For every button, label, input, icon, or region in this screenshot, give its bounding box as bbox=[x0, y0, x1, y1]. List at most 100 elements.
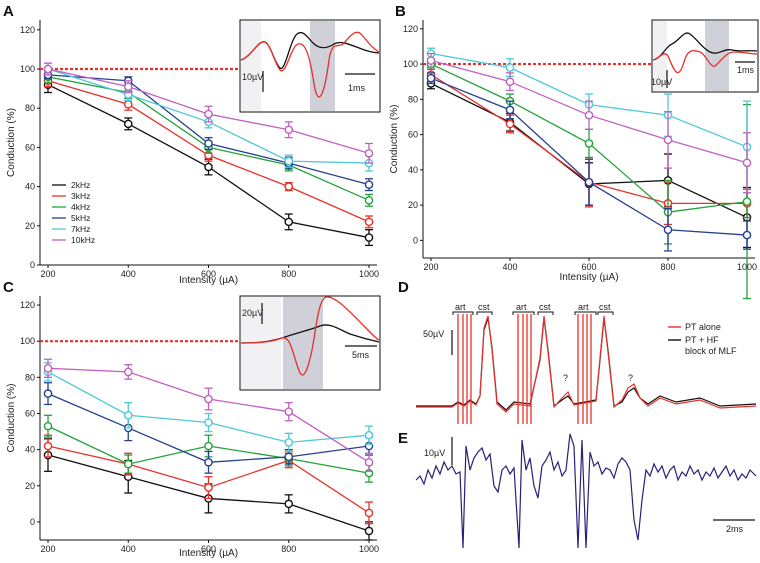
point-c-7khz-2 bbox=[204, 418, 213, 427]
y-tick-label-b-4: 80 bbox=[408, 94, 418, 104]
x-axis-title-b: Intensity (µA) bbox=[559, 272, 618, 283]
point-b-10khz-3 bbox=[663, 135, 673, 145]
x-tick-label-a-1: 400 bbox=[121, 269, 136, 279]
y-tick-label-a-6: 120 bbox=[20, 25, 35, 35]
point-c-2khz-4 bbox=[364, 526, 374, 536]
point-a-10khz-2 bbox=[204, 109, 213, 119]
inset-scale-t-label-a: 1ms bbox=[348, 83, 366, 93]
x-tick-label-b-2: 600 bbox=[581, 262, 596, 272]
point-a-7khz-3 bbox=[284, 156, 294, 166]
point-c-10khz-1 bbox=[123, 367, 133, 377]
point-c-7khz-3 bbox=[284, 438, 294, 447]
question-mark-1: ? bbox=[563, 373, 568, 383]
point-c-5khz-2 bbox=[204, 457, 213, 467]
legend-label-10khz: 10kHz bbox=[71, 235, 95, 245]
inset-scale-t-label-b: 1ms bbox=[737, 65, 755, 75]
legend-label-4khz: 4kHz bbox=[71, 202, 90, 212]
y-tick-label-b-1: 20 bbox=[408, 200, 418, 210]
bracket-cst-1 bbox=[476, 311, 493, 315]
point-c-10khz-0 bbox=[43, 363, 53, 373]
y-tick-label-c-6: 120 bbox=[20, 300, 35, 310]
point-a-2khz-4 bbox=[364, 233, 374, 242]
x-tick-label-a-4: 1000 bbox=[359, 269, 379, 279]
point-c-4khz-1 bbox=[123, 459, 133, 469]
point-a-3khz-4 bbox=[364, 217, 374, 227]
point-a-10khz-0 bbox=[43, 64, 53, 74]
bracket-art-3 bbox=[574, 311, 597, 315]
y-tick-label-c-2: 40 bbox=[25, 445, 35, 455]
legend-label-5khz: 5kHz bbox=[71, 213, 90, 223]
point-b-10khz-1 bbox=[505, 77, 515, 87]
panel-letter-a: A bbox=[3, 3, 14, 20]
x-tick-label-c-1: 400 bbox=[121, 544, 136, 554]
y-axis-title-b: Conduction (%) bbox=[389, 105, 400, 174]
inset-shade-dark-a bbox=[310, 21, 335, 111]
x-axis-title-a: Intensity (µA) bbox=[179, 275, 238, 286]
point-a-5khz-4 bbox=[364, 180, 374, 189]
y-tick-label-b-3: 60 bbox=[408, 130, 418, 140]
bracket-art-2 bbox=[512, 311, 535, 315]
inset-scale-v-label-a: 10µV bbox=[242, 72, 263, 82]
inset-trace-red-b bbox=[652, 49, 758, 74]
inset-scale-v-label-b: 10µV bbox=[651, 77, 672, 87]
point-c-10khz-3 bbox=[284, 407, 294, 416]
inset-scale-v-label-c: 20µV bbox=[242, 308, 263, 318]
point-b-5khz-0 bbox=[426, 73, 436, 83]
point-a-2khz-3 bbox=[284, 217, 294, 227]
inset-shade-light-a bbox=[241, 21, 261, 111]
y-axis-title-c: Conduction (%) bbox=[6, 384, 17, 453]
panel-letter-b: B bbox=[395, 3, 406, 20]
scale-v-label-d: 50µV bbox=[423, 329, 444, 339]
scale-t-label-e: 2ms bbox=[726, 524, 744, 534]
legend-label-pt-alone: PT alone bbox=[685, 322, 721, 332]
x-tick-label-c-3: 800 bbox=[281, 544, 296, 554]
y-tick-label-c-0: 0 bbox=[30, 517, 35, 527]
panel-e-trace: 10µV 2ms bbox=[415, 433, 757, 549]
inset-trace-c: 20µV 5ms bbox=[239, 295, 381, 391]
point-b-10khz-0 bbox=[426, 56, 436, 65]
point-c-3khz-0 bbox=[43, 441, 53, 451]
x-tick-label-a-0: 200 bbox=[40, 269, 55, 279]
point-a-10khz-3 bbox=[284, 125, 294, 135]
point-c-4khz-2 bbox=[204, 441, 213, 451]
bracket-cst-2 bbox=[537, 311, 554, 315]
point-c-3khz-4 bbox=[364, 508, 374, 518]
point-b-4khz-2 bbox=[584, 139, 594, 148]
point-c-5khz-3 bbox=[284, 452, 294, 462]
label-art-2: art bbox=[516, 302, 527, 312]
point-b-5khz-1 bbox=[505, 105, 515, 115]
legend-label-7khz: 7kHz bbox=[71, 224, 90, 234]
x-tick-label-c-4: 1000 bbox=[359, 544, 379, 554]
panel-letter-c: C bbox=[3, 279, 14, 296]
x-tick-label-c-2: 600 bbox=[201, 544, 216, 554]
label-art-1: art bbox=[455, 302, 466, 312]
label-cst-2: cst bbox=[539, 302, 551, 312]
scale-v-label-e: 10µV bbox=[424, 448, 445, 458]
point-a-3khz-1 bbox=[123, 99, 133, 109]
legend-label-block-mlf: block of MLF bbox=[685, 346, 737, 356]
y-tick-label-c-5: 100 bbox=[20, 336, 35, 346]
point-b-10khz-2 bbox=[584, 110, 594, 120]
bracket-cst-3 bbox=[597, 311, 614, 315]
question-mark-2: ? bbox=[628, 373, 633, 383]
inset-trace-red-c bbox=[240, 296, 380, 376]
point-c-2khz-3 bbox=[284, 499, 294, 509]
point-a-10khz-4 bbox=[364, 148, 374, 158]
trace-e bbox=[415, 433, 757, 549]
point-c-5khz-0 bbox=[43, 389, 53, 398]
panel-letter-e: E bbox=[398, 430, 408, 447]
point-c-7khz-4 bbox=[364, 430, 374, 440]
x-tick-label-b-0: 200 bbox=[423, 262, 438, 272]
trace-pt-alone bbox=[416, 315, 757, 413]
legend-label-3khz: 3kHz bbox=[71, 191, 90, 201]
legend-label-2khz: 2kHz bbox=[71, 180, 90, 190]
y-tick-label-a-1: 20 bbox=[25, 221, 35, 231]
y-axis-title-a: Conduction (%) bbox=[6, 108, 17, 177]
point-a-3khz-3 bbox=[284, 182, 294, 191]
inset-trace-black-b bbox=[652, 32, 758, 61]
x-tick-label-a-3: 800 bbox=[281, 269, 296, 279]
x-tick-label-b-1: 400 bbox=[502, 262, 517, 272]
x-tick-label-b-3: 800 bbox=[660, 262, 675, 272]
inset-trace-a: 10µV 1ms bbox=[239, 19, 381, 113]
